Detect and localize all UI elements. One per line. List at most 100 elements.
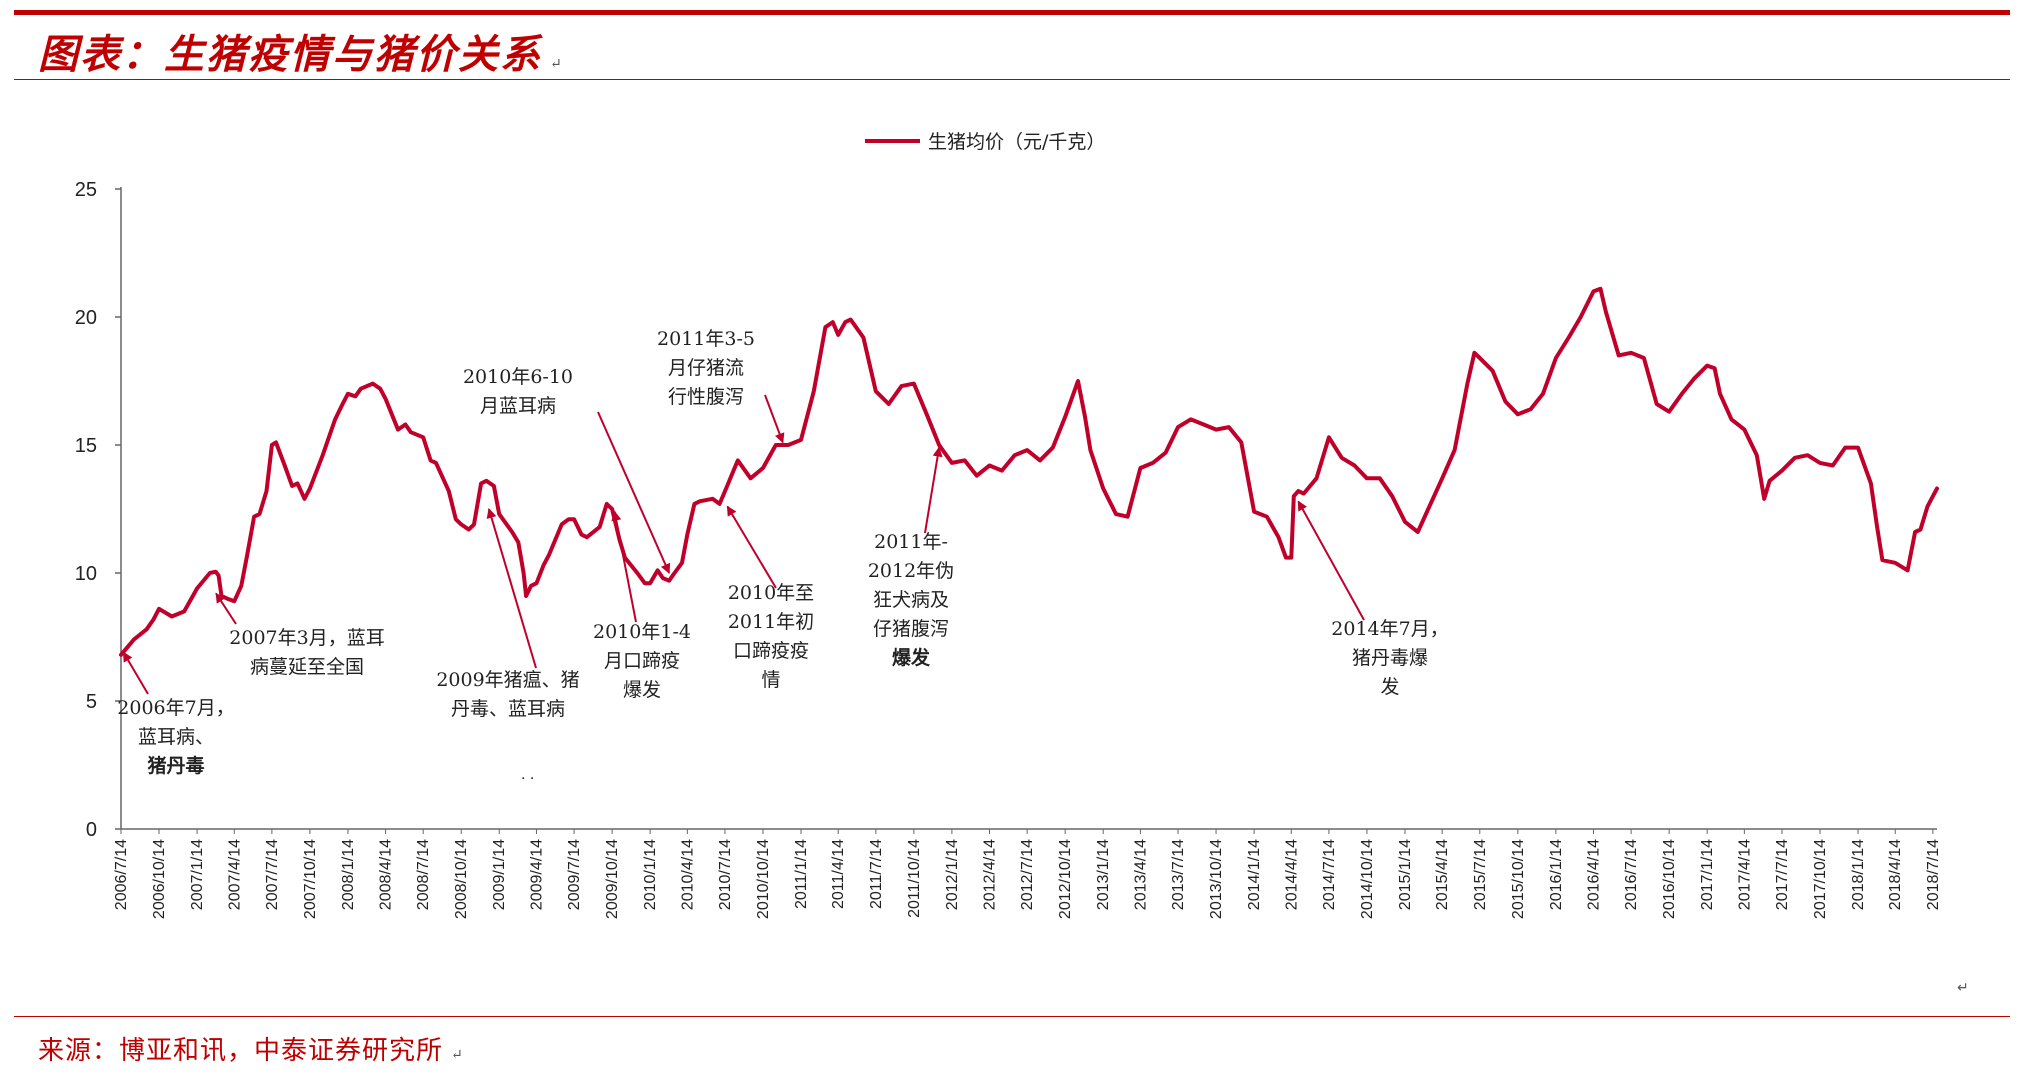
- y-tick-label: 5: [86, 691, 97, 713]
- annotation-text: 2011年3-5: [657, 328, 755, 350]
- annotation-text: 月蓝耳病: [480, 395, 556, 417]
- y-tick-label: 0: [86, 819, 97, 841]
- y-tick-label: 10: [75, 563, 97, 585]
- x-tick-label: 2008/7/14: [415, 839, 432, 910]
- stray-dots: · ·: [521, 771, 534, 787]
- annotation-text: 2011年-: [874, 531, 948, 553]
- annotation: 2009年猪瘟、猪丹毒、蓝耳病: [436, 508, 580, 720]
- annotation-text: 猪丹毒: [146, 754, 204, 777]
- annotation-text: 行性腹泻: [668, 386, 744, 408]
- x-tick-label: 2007/4/14: [226, 839, 243, 910]
- x-tick-label: 2015/7/14: [1472, 839, 1489, 910]
- annotation-text: 蓝耳病、: [138, 726, 214, 748]
- x-tick-label: 2009/7/14: [566, 839, 583, 910]
- x-tick-label: 2012/1/14: [944, 839, 961, 910]
- title-return-mark: ↵: [550, 56, 564, 72]
- x-tick-label: 2009/10/14: [604, 839, 621, 919]
- annotation-text: 2009年猪瘟、猪: [436, 669, 579, 691]
- x-tick-label: 2018/4/14: [1887, 839, 1904, 910]
- annotation-arrow: [764, 394, 785, 444]
- y-axis-ticks: 0 5 10 15 20 25: [75, 179, 121, 841]
- x-tick-label: 2008/4/14: [378, 839, 395, 910]
- annotation-text: 月仔猪流: [668, 357, 744, 379]
- x-tick-label: 2016/10/14: [1661, 839, 1678, 919]
- annotation: 2006年7月， 蓝耳病、猪丹毒: [117, 651, 235, 777]
- annotation-text: 2011年初: [728, 611, 814, 633]
- annotation-text: 2014年7月，: [1331, 618, 1448, 640]
- annotation-arrow: [215, 592, 237, 625]
- x-tick-label: 2010/4/14: [679, 839, 696, 910]
- chart-axes: [120, 187, 1937, 830]
- annotation-text: 情: [761, 669, 780, 691]
- price-series-line: [119, 286, 1939, 657]
- x-tick-label: 2011/7/14: [868, 839, 885, 909]
- annotation-arrow: [597, 411, 671, 574]
- source-text: 来源：博亚和讯，中泰证券研究所: [38, 1036, 444, 1066]
- chart-legend: 生猪均价（元/千克）: [865, 131, 1105, 153]
- x-tick-label: 2015/1/14: [1397, 839, 1414, 910]
- x-tick-label: 2012/4/14: [982, 839, 999, 910]
- x-tick-label: 2015/10/14: [1510, 839, 1527, 919]
- annotation-text: 丹毒、蓝耳病: [451, 698, 565, 720]
- annotation-arrow: [924, 446, 943, 534]
- annotation-text: 猪丹毒爆: [1352, 647, 1428, 669]
- annotation-text: 2010年1-4: [593, 621, 691, 643]
- x-tick-label: 2011/1/14: [793, 839, 810, 909]
- source-return-mark: ↵: [451, 1047, 464, 1063]
- annotation-text: 2010年至: [728, 582, 814, 604]
- x-tick-label: 2015/4/14: [1434, 839, 1451, 910]
- y-tick-label: 15: [75, 435, 97, 457]
- x-tick-label: 2011/4/14: [830, 839, 847, 909]
- x-tick-label: 2014/10/14: [1359, 839, 1376, 919]
- annotation-arrow: [122, 651, 149, 695]
- x-tick-label: 2010/10/14: [755, 839, 772, 919]
- annotation-arrow: [1297, 500, 1365, 621]
- annotation-arrow: [726, 505, 777, 589]
- annotation-text: 2006年7月，: [117, 697, 234, 719]
- annotation-text: 2007年3月，蓝耳: [229, 627, 384, 649]
- annotation-text: 仔猪腹泻: [873, 618, 949, 640]
- annotation-text: 发: [1380, 676, 1399, 698]
- x-tick-label: 2014/1/14: [1246, 839, 1263, 910]
- x-tick-label: 2018/1/14: [1850, 839, 1867, 910]
- x-tick-label: 2006/10/14: [151, 839, 168, 919]
- top-accent-rule: [14, 10, 2010, 15]
- source-note: 来源：博亚和讯，中泰证券研究所 ↵: [38, 1030, 464, 1067]
- annotation-text: 爆发: [892, 646, 931, 669]
- x-tick-label: 2008/10/14: [453, 839, 470, 919]
- annotation-arrow: [611, 510, 637, 623]
- x-tick-label: 2014/4/14: [1283, 839, 1300, 910]
- x-tick-label: 2017/10/14: [1812, 839, 1829, 919]
- annotation-text: 2012年伪: [868, 560, 954, 582]
- annotation: 2010年6-10 月蓝耳病: [463, 366, 671, 574]
- x-tick-label: 2010/7/14: [717, 839, 734, 910]
- legend-label: 生猪均价（元/千克）: [928, 131, 1105, 153]
- x-tick-label: 2012/7/14: [1019, 839, 1036, 910]
- x-tick-label: 2013/7/14: [1170, 839, 1187, 910]
- x-tick-label: 2007/1/14: [189, 839, 206, 910]
- stray-return-mark: ↵: [1957, 980, 1969, 996]
- x-tick-label: 2009/4/14: [528, 839, 545, 910]
- footer-divider: [14, 1016, 2010, 1017]
- page-title-text: 图表：生猪疫情与猪价关系: [38, 31, 542, 78]
- x-tick-label: 2013/4/14: [1132, 839, 1149, 910]
- annotation-arrow: [486, 508, 537, 669]
- annotation-text: 2010年6-10: [463, 366, 573, 388]
- x-tick-label: 2016/4/14: [1585, 839, 1602, 910]
- x-tick-label: 2017/1/14: [1699, 839, 1716, 910]
- annotation-text: 口蹄疫疫: [733, 640, 809, 662]
- annotation-text: 病蔓延至全国: [250, 656, 364, 678]
- x-tick-label: 2016/7/14: [1623, 839, 1640, 910]
- y-tick-label: 20: [75, 307, 97, 329]
- x-tick-label: 2016/1/14: [1548, 839, 1565, 910]
- x-tick-label: 2011/10/14: [906, 839, 923, 918]
- x-tick-label: 2006/7/14: [113, 839, 130, 910]
- x-tick-label: 2008/1/14: [340, 839, 357, 910]
- x-tick-label: 2018/7/14: [1925, 839, 1942, 910]
- x-tick-label: 2007/10/14: [302, 839, 319, 919]
- annotation-text: 爆发: [623, 679, 661, 701]
- x-tick-label: 2017/7/14: [1774, 839, 1791, 910]
